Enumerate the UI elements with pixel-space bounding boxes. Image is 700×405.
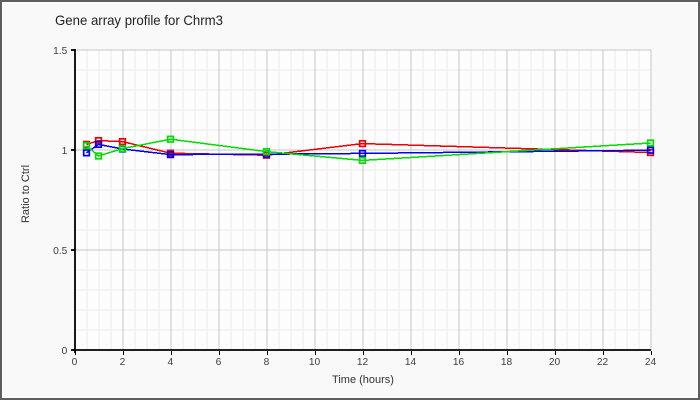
svg-text:16: 16: [453, 357, 465, 368]
svg-text:12: 12: [357, 357, 369, 368]
svg-text:22: 22: [597, 357, 609, 368]
svg-text:14: 14: [405, 357, 417, 368]
svg-text:0.5: 0.5: [53, 246, 67, 257]
svg-text:1: 1: [62, 146, 68, 157]
svg-text:8: 8: [264, 357, 270, 368]
svg-text:4: 4: [168, 357, 174, 368]
svg-text:20: 20: [549, 357, 561, 368]
svg-text:24: 24: [645, 357, 657, 368]
svg-text:1.5: 1.5: [53, 46, 67, 57]
svg-text:Time (hours): Time (hours): [332, 374, 394, 386]
svg-text:10: 10: [309, 357, 321, 368]
svg-text:6: 6: [216, 357, 222, 368]
svg-text:Ratio to Ctrl: Ratio to Ctrl: [20, 165, 32, 223]
svg-text:2: 2: [120, 357, 126, 368]
svg-text:0: 0: [62, 346, 68, 357]
svg-text:0: 0: [72, 357, 78, 368]
svg-text:Gene array profile for Chrm3: Gene array profile for Chrm3: [55, 12, 223, 28]
svg-text:18: 18: [501, 357, 513, 368]
